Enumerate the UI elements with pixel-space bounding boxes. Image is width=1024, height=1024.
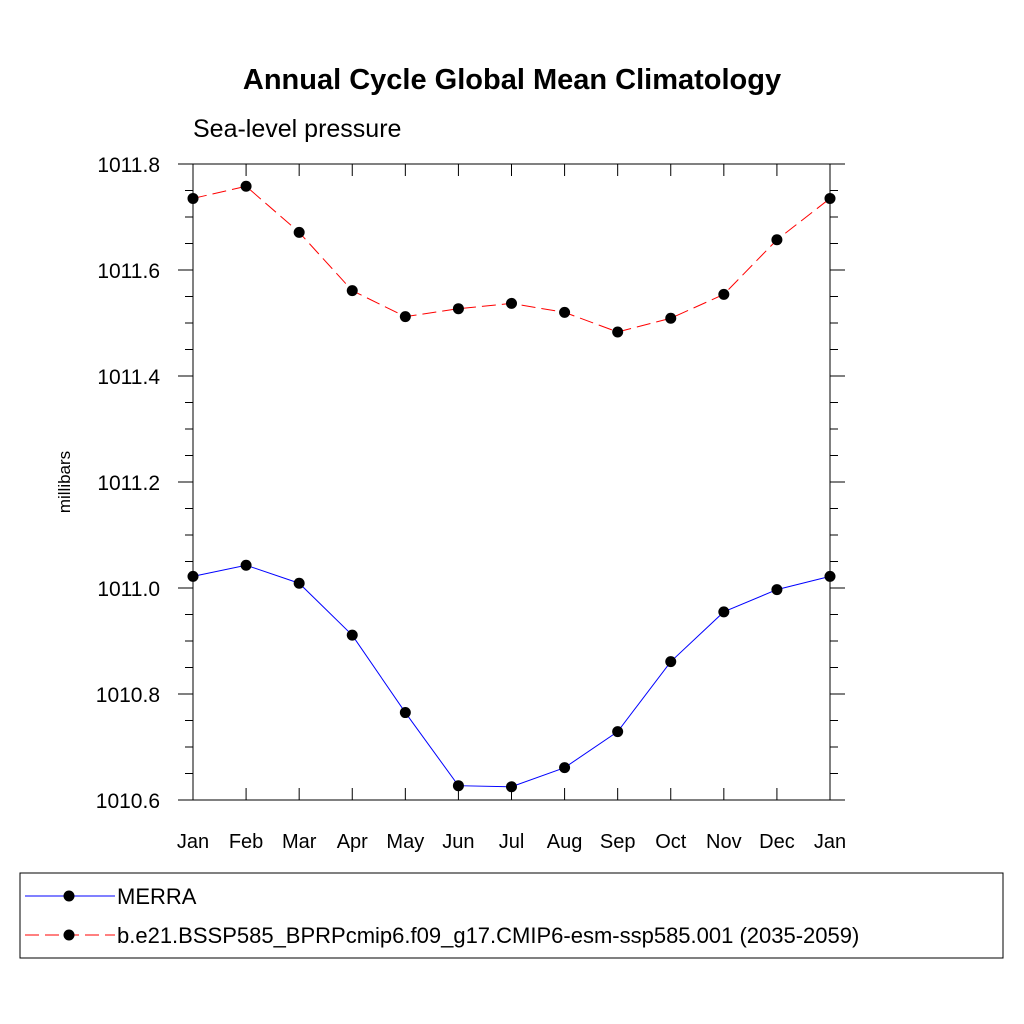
series-line-1	[192, 185, 831, 333]
x-tick-label: Mar	[282, 831, 317, 853]
series-0-point	[718, 606, 730, 618]
series-0-point	[559, 762, 571, 774]
y-tick-label: 1011.4	[97, 366, 160, 389]
y-tick-label: 1010.6	[96, 790, 160, 813]
x-tick-label: Jan	[814, 831, 846, 853]
x-tick-label: May	[386, 831, 424, 853]
x-tick-label: Dec	[759, 831, 795, 853]
y-tick-label: 1011.8	[97, 154, 160, 177]
legend-box	[19, 872, 1004, 959]
series-0-point	[506, 781, 517, 793]
series-1-point	[293, 226, 305, 238]
series-0-point	[824, 570, 836, 582]
x-tick-labels: Jan Feb Mar Apr May Jun Jul Aug Sep Oct Nov Dec Jan	[177, 831, 846, 853]
series-0-point	[240, 559, 252, 571]
chart-subtitle: Sea-level pressure	[193, 115, 401, 143]
legend: MERRA b.e21.BSSP585_BPRPcmip6.f09_g17.CMI…	[19, 872, 1004, 959]
x-tick-label: Sep	[600, 831, 636, 853]
series-0-point	[346, 629, 358, 641]
series-1-point	[240, 180, 252, 192]
plot-frame	[192, 163, 831, 801]
series-0-point	[665, 656, 677, 668]
series-line-0	[192, 564, 831, 788]
x-tick-label: Jan	[177, 831, 209, 853]
series-1-point	[718, 288, 730, 300]
y-tick-label: 1011.2	[97, 472, 160, 495]
series-0-point	[293, 577, 305, 589]
x-tick-label: Apr	[337, 831, 368, 853]
series-0-point	[399, 707, 411, 719]
axis-ticks	[178, 163, 845, 801]
x-tick-label: Jul	[499, 831, 525, 853]
y-tick-label: 1011.0	[97, 578, 160, 601]
x-tick-label: Feb	[229, 831, 263, 853]
series-1-point	[771, 234, 783, 246]
series-1-point	[452, 303, 464, 315]
x-tick-label: Nov	[706, 831, 742, 853]
x-tick-label: Jun	[442, 831, 474, 853]
series-0-point	[612, 726, 624, 738]
legend-marker-1	[63, 929, 75, 941]
legend-label-0: MERRA	[117, 884, 197, 909]
series-1-point	[824, 192, 836, 204]
series-1-point	[612, 326, 624, 338]
series-0-point	[452, 780, 464, 792]
chart-title: Annual Cycle Global Mean Climatology	[243, 64, 781, 96]
series-1-point	[399, 311, 411, 323]
series-1-point	[506, 297, 517, 309]
series-0-point	[771, 584, 783, 596]
x-tick-label: Aug	[547, 831, 583, 853]
x-tick-label: Oct	[655, 831, 687, 853]
series-1-point	[665, 312, 677, 324]
series-1-point	[187, 192, 199, 204]
series-1-point	[559, 306, 571, 318]
y-tick-labels: 1010.6 1010.8 1011.0 1011.2 1011.4 1011.6 1011…	[96, 154, 161, 813]
series-layer	[187, 180, 836, 793]
legend-label-1: b.e21.BSSP585_BPRPcmip6.f09_g17.CMIP6-es…	[117, 923, 859, 948]
series-1-point	[346, 285, 358, 297]
y-tick-label: 1011.6	[97, 260, 160, 283]
series-0-point	[187, 570, 199, 582]
y-axis-label: millibars	[55, 451, 74, 513]
legend-marker-0	[63, 890, 75, 902]
y-tick-label: 1010.8	[96, 684, 160, 707]
